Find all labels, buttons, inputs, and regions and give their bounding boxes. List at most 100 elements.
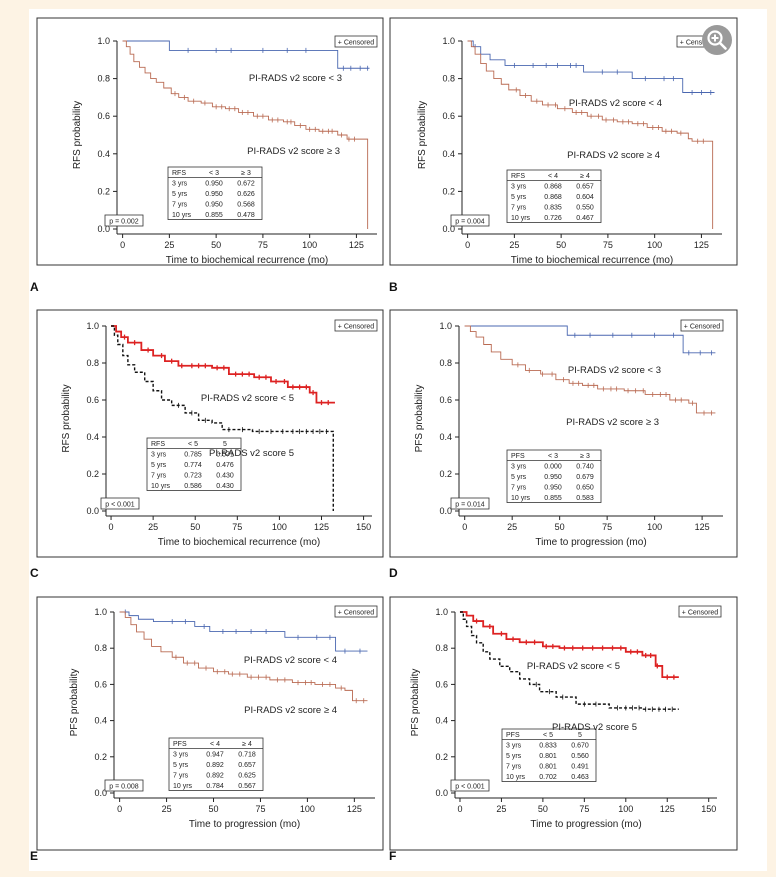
x-tick-label: 100: [618, 804, 633, 814]
curve-label-1: PI-RADS v2 score < 3: [249, 73, 342, 84]
table-frame: [501, 728, 597, 782]
survival-table: RFS < 4 ≥ 4 3 yrs 0.868 0.657 5 yrs 0.868 0.604 7…: [506, 169, 602, 223]
x-tick-label: 100: [647, 522, 662, 532]
panel-letter-b: B: [389, 280, 398, 294]
table-cell: 10 yrs: [172, 212, 192, 219]
table-cell: 3 yrs: [511, 183, 527, 190]
y-tick-label: 0.6: [86, 395, 99, 405]
table-cell: 0.947: [206, 751, 224, 758]
curve-label-2: PI-RADS v2 score 5: [209, 448, 294, 459]
p-box: [104, 779, 144, 792]
curve-label-1: PI-RADS v2 score < 4: [569, 98, 662, 109]
x-axis-title: Time to progression (mo): [530, 819, 641, 830]
legend-label: + Censored: [682, 610, 718, 617]
p-box: [100, 497, 140, 510]
panel-frame: [389, 596, 738, 851]
y-tick-label: 0.8: [86, 358, 99, 368]
x-tick-label: 150: [356, 522, 371, 532]
x-tick-label: 50: [555, 522, 565, 532]
p-value-box: p < 0.001: [450, 779, 490, 792]
table-header-cell: ≥ 4: [580, 173, 590, 180]
table-cell: 3 yrs: [172, 180, 188, 187]
table-cell: 10 yrs: [511, 215, 531, 222]
survival-table: PFS < 4 ≥ 4 3 yrs 0.947 0.718 5 yrs 0.892 0.657 7…: [168, 737, 264, 791]
table-cell: 0.892: [206, 762, 224, 769]
table-header-cell: < 4: [210, 741, 220, 748]
table-cell: 3 yrs: [173, 751, 189, 758]
x-tick-label: 25: [162, 804, 172, 814]
table-cell: 5 yrs: [511, 194, 527, 201]
x-tick-label: 25: [507, 522, 517, 532]
x-tick-label: 125: [314, 522, 329, 532]
table-cell: 0.626: [237, 191, 255, 198]
table-header-cell: < 4: [548, 173, 558, 180]
y-tick-label: 0.2: [94, 752, 107, 762]
panel-a: 0.0 0.2 0.4 0.6 0.8 1.0 0 25 50 75 100 125 Time to b…: [36, 17, 384, 266]
table-cell: 3 yrs: [151, 451, 167, 458]
table-cell: 0.835: [544, 204, 562, 211]
censored-legend: + Censored: [334, 605, 378, 618]
p-value-text: p = 0.008: [109, 784, 138, 791]
panel-letter-a: A: [30, 280, 39, 294]
table-cell: 10 yrs: [151, 483, 171, 490]
x-tick-label: 125: [695, 522, 710, 532]
curve-label-2: PI-RADS v2 score ≥ 4: [244, 705, 337, 716]
y-tick-label: 0.6: [439, 395, 452, 405]
table-cell: 0.604: [576, 194, 594, 201]
x-tick-label: 50: [209, 804, 219, 814]
table-cell: 0.855: [544, 495, 562, 502]
x-tick-label: 0: [465, 240, 470, 250]
p-value-box: p = 0.014: [450, 497, 490, 510]
table-cell: 0.950: [205, 180, 223, 187]
x-axis-title: Time to biochemical recurrence (mo): [158, 537, 320, 548]
y-tick-label: 0.2: [442, 186, 455, 196]
x-tick-label: 75: [258, 240, 268, 250]
censored-legend: + Censored: [680, 319, 724, 332]
legend-label: + Censored: [338, 324, 374, 331]
table-cell: 0.723: [184, 472, 202, 479]
table-cell: 0.833: [539, 742, 557, 749]
p-value-box: p = 0.008: [104, 779, 144, 792]
p-value-text: p = 0.002: [109, 219, 138, 226]
x-tick-label: 75: [603, 240, 613, 250]
y-tick-label: 0.8: [97, 74, 110, 84]
table-cell: 0.550: [576, 204, 594, 211]
table-header-cell: RFS: [511, 173, 525, 180]
table-cell: 7 yrs: [511, 484, 527, 491]
y-tick-label: 0.8: [442, 74, 455, 84]
table-cell: 0.625: [238, 772, 256, 779]
table-cell: 0.568: [237, 201, 255, 208]
zoom-button[interactable]: [702, 25, 732, 55]
table-cell: 7 yrs: [173, 772, 189, 779]
p-value-text: p < 0.001: [455, 784, 484, 791]
km-curve-1: [459, 611, 679, 679]
censored-legend: + Censored: [334, 35, 378, 48]
table-cell: 0.950: [205, 201, 223, 208]
table-cell: 0.785: [184, 451, 202, 458]
survival-table: RFS < 3 ≥ 3 3 yrs 0.950 0.672 5 yrs 0.950 0.626 7…: [167, 166, 263, 220]
p-box: [450, 779, 490, 792]
p-value-text: p = 0.004: [455, 219, 484, 226]
table-header-cell: 5: [223, 441, 227, 448]
table-cell: 3 yrs: [506, 742, 522, 749]
table-cell: 0.670: [571, 742, 589, 749]
y-tick-label: 1.0: [86, 321, 99, 331]
x-tick-label: 50: [556, 240, 566, 250]
table-header-cell: ≥ 3: [580, 453, 590, 460]
table-cell: 5 yrs: [173, 762, 189, 769]
censored-legend: + Censored: [334, 319, 378, 332]
table-cell: 0.855: [205, 212, 223, 219]
table-cell: 0.586: [184, 483, 202, 490]
table-cell: 0.702: [539, 774, 557, 781]
table-frame: [168, 737, 264, 791]
x-tick-label: 75: [255, 804, 265, 814]
table-cell: 0.784: [206, 783, 224, 790]
curve-label-2: PI-RADS v2 score 5: [552, 722, 637, 733]
table-header-cell: 5: [578, 732, 582, 739]
km-curve-1: [111, 325, 335, 404]
x-tick-label: 75: [602, 522, 612, 532]
x-tick-label: 100: [300, 804, 315, 814]
legend-box: [680, 319, 724, 332]
x-tick-label: 125: [347, 804, 362, 814]
table-cell: 5 yrs: [506, 753, 522, 760]
